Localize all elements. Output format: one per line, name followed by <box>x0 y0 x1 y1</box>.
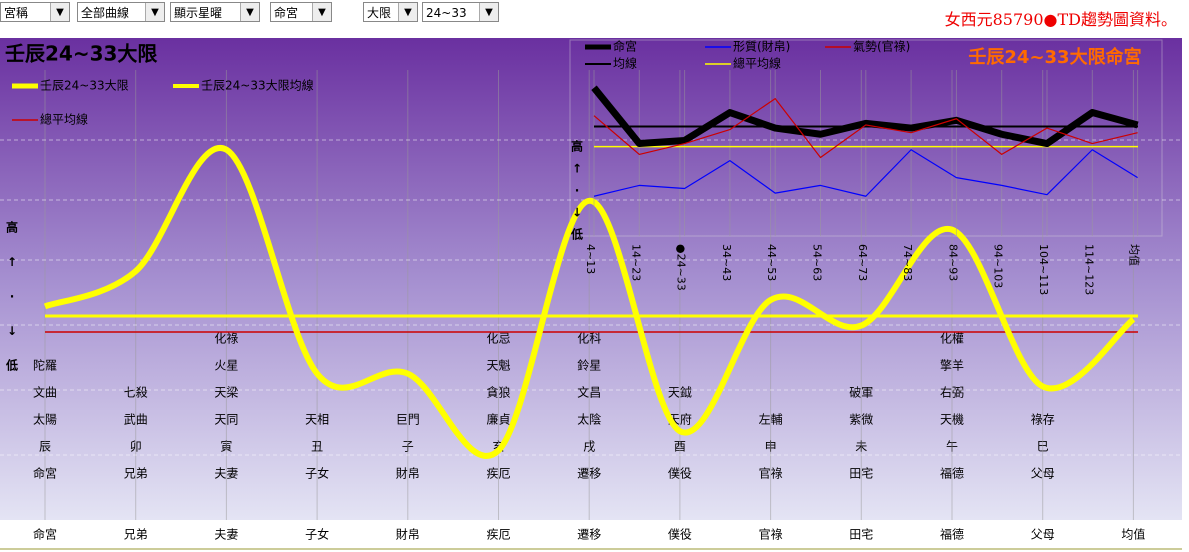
axis-label: 低 <box>570 227 583 242</box>
x-tick-label: 4~13 <box>584 244 597 274</box>
axis-label: 高 <box>6 220 18 235</box>
x-tick-label: 64~73 <box>856 244 869 281</box>
dropdown-arrow: ▼ <box>145 3 164 21</box>
dropdown-text: 顯示星曜 <box>174 6 223 20</box>
dropdown-arrow: ▼ <box>50 3 69 21</box>
axis-label: 高 <box>571 139 583 154</box>
dropdown-arrow: ▼ <box>479 3 498 21</box>
axis-label: ↑ <box>7 255 17 269</box>
x-tick-label: 命宮 <box>33 527 57 542</box>
axis-label: 低 <box>5 358 18 373</box>
inset-title: 壬辰24~33大限命宮 <box>968 46 1141 68</box>
legend-label: 總平均線 <box>733 56 781 71</box>
x-tick-label: 官祿 <box>759 527 783 542</box>
x-tick-label: 34~43 <box>720 244 733 281</box>
x-tick-label: 福德 <box>940 527 964 542</box>
series-line <box>591 85 1139 148</box>
dropdown[interactable]: 24~33 ▼ <box>422 2 499 22</box>
x-tick-label: 84~93 <box>946 244 959 281</box>
chart-title: 壬辰24~33大限 <box>5 42 157 66</box>
x-tick-label: 夫妻 <box>214 528 238 542</box>
axis-label: ↓ <box>572 206 582 220</box>
dropdown-text: 24~33 <box>426 6 467 20</box>
axis-strip <box>0 520 1182 550</box>
dropdown[interactable]: 大限 ▼ <box>363 2 418 22</box>
axis-label: · <box>10 290 15 304</box>
x-tick-label: 114~123 <box>1082 244 1095 295</box>
x-tick-label: 兄弟 <box>124 528 148 542</box>
dropdown[interactable]: 全部曲線 ▼ <box>77 2 165 22</box>
x-tick-label: 遷移 <box>577 528 601 542</box>
x-tick-label: 54~63 <box>811 244 824 281</box>
series-line <box>593 149 1138 197</box>
dropdown-text: 全部曲線 <box>81 6 130 20</box>
dropdown-arrow: ▼ <box>398 3 417 21</box>
series-line <box>593 98 1138 159</box>
x-tick-label: 14~23 <box>629 244 642 281</box>
dropdown[interactable]: 宮稱 ▼ <box>0 2 70 22</box>
legend-label: 壬辰24~33大限 <box>40 79 129 93</box>
legend-label: 均線 <box>613 56 637 71</box>
dropdown-arrow: ▼ <box>312 3 331 21</box>
dropdown-text: 宮稱 <box>4 6 29 20</box>
dropdown-arrow: ▼ <box>240 3 259 21</box>
legend-label: 總平均線 <box>40 112 88 127</box>
x-tick-label: 74~83 <box>901 244 914 281</box>
x-tick-label: 均值 <box>1128 244 1141 266</box>
legend-label: 壬辰24~33大限均線 <box>201 78 314 93</box>
x-tick-label: 僕役 <box>668 527 692 542</box>
axis-label: · <box>575 184 580 198</box>
x-tick-label: 子女 <box>305 527 329 542</box>
axis-label: ↓ <box>7 324 17 338</box>
note: 女西元85790●TD趨勢圖資料。 <box>944 10 1177 29</box>
axis-label: ↑ <box>572 162 582 176</box>
dropdown[interactable]: 命宮 ▼ <box>270 2 332 22</box>
series-line <box>43 144 1136 459</box>
dropdown[interactable]: 顯示星曜 ▼ <box>170 2 260 22</box>
dropdown-text: 大限 <box>367 6 392 20</box>
x-tick-label: 田宅 <box>849 527 873 542</box>
x-tick-label: 財帛 <box>396 527 420 542</box>
x-tick-label: 均值 <box>1121 527 1145 542</box>
x-tick-label: ●24~33 <box>675 244 688 291</box>
dropdown-text: 命宮 <box>274 6 299 20</box>
x-tick-label: 疾厄 <box>486 527 510 542</box>
legend-label: 命宮 <box>613 39 637 54</box>
legend-label: 形質(財帛) <box>733 39 790 54</box>
x-tick-label: 44~53 <box>765 244 778 281</box>
x-tick-label: 104~113 <box>1037 244 1050 295</box>
legend-label: 氣勢(官祿) <box>853 39 910 54</box>
x-tick-label: 父母 <box>1031 528 1055 542</box>
x-tick-label: 94~103 <box>992 244 1005 288</box>
